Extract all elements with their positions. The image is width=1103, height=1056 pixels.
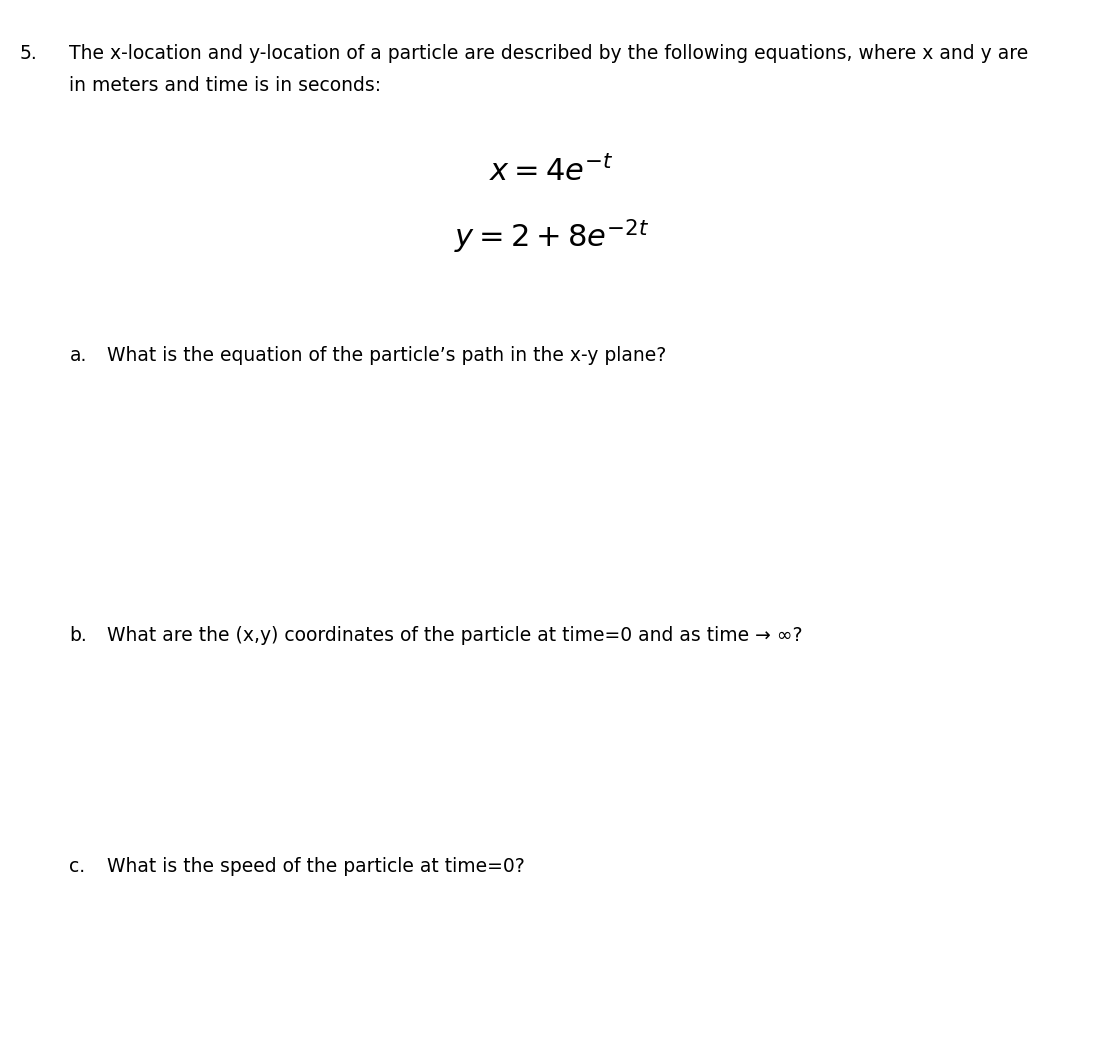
Text: $y = 2 + 8e^{-2t}$: $y = 2 + 8e^{-2t}$ <box>454 218 649 256</box>
Text: c.: c. <box>69 857 86 876</box>
Text: in meters and time is in seconds:: in meters and time is in seconds: <box>69 76 382 95</box>
Text: What are the (x,y) coordinates of the particle at time=0 and as time → ∞?: What are the (x,y) coordinates of the pa… <box>107 626 803 645</box>
Text: What is the speed of the particle at time=0?: What is the speed of the particle at tim… <box>107 857 525 876</box>
Text: The x-location and y-location of a particle are described by the following equat: The x-location and y-location of a parti… <box>69 44 1029 63</box>
Text: a.: a. <box>69 346 87 365</box>
Text: 5.: 5. <box>20 44 38 63</box>
Text: b.: b. <box>69 626 87 645</box>
Text: $x = 4e^{-t}$: $x = 4e^{-t}$ <box>489 156 614 188</box>
Text: What is the equation of the particle’s path in the x-y plane?: What is the equation of the particle’s p… <box>107 346 666 365</box>
